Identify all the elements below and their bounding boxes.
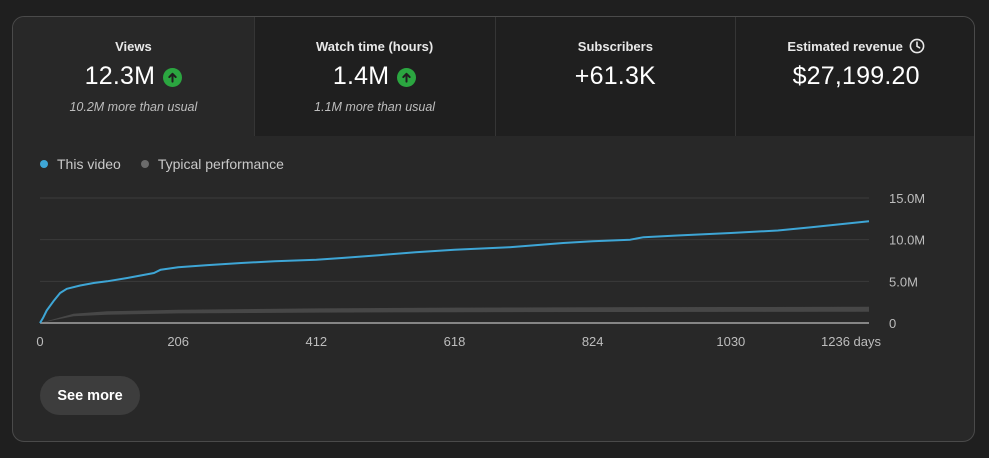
metric-estimated-revenue[interactable]: Estimated revenue $27,199.20: [735, 17, 974, 136]
y-tick-label: 10.0M: [889, 233, 925, 248]
chart-legend: This video Typical performance: [40, 156, 284, 172]
metrics-row: Views 12.3M 10.2M more than usual Watch …: [13, 17, 974, 136]
metric-label: Watch time (hours): [255, 38, 495, 54]
analytics-card: Views 12.3M 10.2M more than usual Watch …: [12, 16, 975, 442]
metric-label-text: Subscribers: [577, 38, 653, 54]
clock-icon[interactable]: [909, 38, 925, 54]
series-typical-performance-band: [40, 306, 869, 323]
metric-value: +61.3K: [574, 61, 656, 90]
metric-label: Subscribers: [496, 38, 736, 54]
legend-label: Typical performance: [157, 156, 284, 172]
metric-value-row: 1.4M: [255, 60, 495, 92]
legend-item-typical-performance[interactable]: Typical performance: [140, 156, 284, 172]
legend-item-this-video[interactable]: This video: [40, 156, 121, 172]
x-tick-label: 0: [36, 334, 43, 349]
metric-value-row: 12.3M: [13, 60, 254, 92]
metric-label: Estimated revenue: [736, 38, 974, 54]
arrow-up-icon: [397, 67, 417, 87]
x-tick-label: 412: [305, 334, 327, 349]
metric-value: 12.3M: [84, 61, 156, 90]
metric-value: 1.4M: [332, 61, 390, 90]
metric-label-text: Views: [115, 38, 152, 54]
x-tick-label: 618: [444, 334, 466, 349]
arrow-up-icon: [163, 67, 183, 87]
metric-value-row: +61.3K: [496, 60, 736, 92]
x-tick-label: 824: [582, 334, 604, 349]
x-tick-label: 1030: [716, 334, 745, 349]
y-tick-label: 0: [889, 316, 896, 331]
metric-watch-time[interactable]: Watch time (hours) 1.4M 1.1M more than u…: [253, 17, 495, 136]
metric-label-text: Estimated revenue: [787, 38, 903, 54]
legend-dot: [40, 160, 48, 168]
metric-value: $27,199.20: [792, 61, 920, 90]
metric-value-row: $27,199.20: [736, 60, 974, 92]
x-tick-label: 1236 days: [821, 334, 881, 349]
metric-label-text: Watch time (hours): [316, 38, 434, 54]
metric-subscribers[interactable]: Subscribers +61.3K: [494, 17, 736, 136]
legend-dot: [140, 160, 149, 168]
views-chart[interactable]: 15.0M 10.0M 5.0M 0 0 206 412 618 824 1030 1236 day…: [13, 182, 975, 357]
metric-views[interactable]: Views 12.3M 10.2M more than usual: [13, 17, 254, 136]
metric-label: Views: [13, 38, 254, 54]
y-tick-label: 5.0M: [889, 274, 918, 289]
metric-note: 10.2M more than usual: [69, 100, 198, 114]
x-tick-label: 206: [167, 334, 189, 349]
see-more-button[interactable]: See more: [40, 376, 140, 415]
series-this-video-line: [39, 220, 870, 324]
metric-note: 1.1M more than usual: [314, 100, 436, 114]
legend-label: This video: [57, 156, 121, 172]
y-tick-label: 15.0M: [889, 191, 925, 206]
